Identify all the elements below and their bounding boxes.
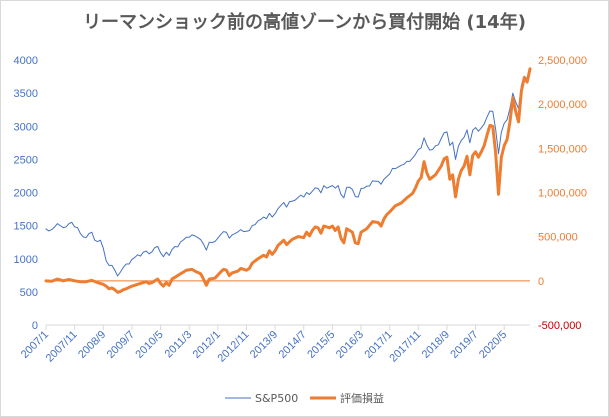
- x-tick-label: 2016/3: [334, 329, 366, 361]
- y-left-tick-label: 0: [32, 320, 38, 332]
- x-tick-label: 2010/5: [133, 329, 165, 361]
- legend: S&P500 評価損益: [225, 391, 384, 405]
- x-tick-label: 2019/7: [448, 329, 480, 361]
- x-tick-label: 2011/3: [163, 329, 195, 361]
- x-tick-label: 2012/11: [216, 329, 252, 365]
- y-right-tick-label: 0: [538, 276, 544, 288]
- x-tick-label: 2020/5: [477, 329, 509, 361]
- y-left-tick-label: 1000: [14, 254, 38, 266]
- x-tick-label: 2018/9: [420, 329, 452, 361]
- y-left-tick-label: 4000: [14, 55, 38, 67]
- legend-label: S&P500: [255, 392, 298, 405]
- x-tick-label: 2017/11: [387, 329, 423, 365]
- chart-title: リーマンショック前の高値ゾーンから買付開始 (14年): [83, 12, 526, 33]
- y-right-tick-label: 2,000,000: [538, 99, 587, 111]
- y-axis-right: -500,000 0 500,000 1,000,000 1,500,000 2,000,…: [538, 55, 587, 332]
- y-right-tick-label: -500,000: [538, 320, 581, 332]
- y-right-tick-label: 2,500,000: [538, 55, 587, 67]
- y-left-tick-label: 3000: [14, 121, 38, 133]
- y-axis-left: 0 500 1000 1500 2000 2500 3000 3500 4000: [14, 55, 38, 332]
- x-tick-label: 2013/9: [248, 329, 280, 361]
- series-line-sp500: [45, 72, 531, 277]
- y-right-tick-label: 1,000,000: [538, 188, 587, 200]
- x-tick-label: 2007/11: [44, 329, 80, 365]
- y-right-tick-label: 500,000: [538, 232, 578, 244]
- y-left-tick-label: 2500: [14, 154, 38, 166]
- x-tick-label: 2008/9: [76, 329, 108, 361]
- legend-label: 評価損益: [340, 391, 384, 405]
- y-left-tick-label: 3500: [14, 88, 38, 100]
- x-tick-label: 2009/7: [105, 329, 137, 361]
- y-left-tick-label: 500: [20, 287, 38, 299]
- x-tick-label: 2014/7: [277, 329, 309, 361]
- series-lines: [44, 67, 532, 294]
- y-right-tick-label: 1,500,000: [538, 143, 587, 155]
- x-axis: 2007/12007/112008/92009/72010/52011/3201…: [19, 324, 530, 365]
- y-left-tick-label: 2000: [14, 188, 38, 200]
- x-tick-label: 2015/5: [305, 329, 337, 361]
- y-left-tick-label: 1500: [14, 221, 38, 233]
- series-line-pnl: [44, 67, 532, 294]
